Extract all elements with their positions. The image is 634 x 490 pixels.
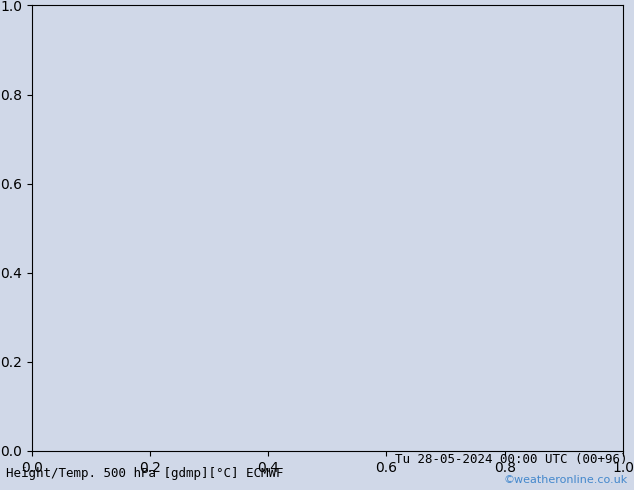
Text: ©weatheronline.co.uk: ©weatheronline.co.uk (503, 475, 628, 485)
Text: Height/Temp. 500 hPa [gdmp][°C] ECMWF: Height/Temp. 500 hPa [gdmp][°C] ECMWF (6, 467, 284, 480)
Text: Tu 28-05-2024 00:00 UTC (00+96): Tu 28-05-2024 00:00 UTC (00+96) (395, 452, 628, 466)
